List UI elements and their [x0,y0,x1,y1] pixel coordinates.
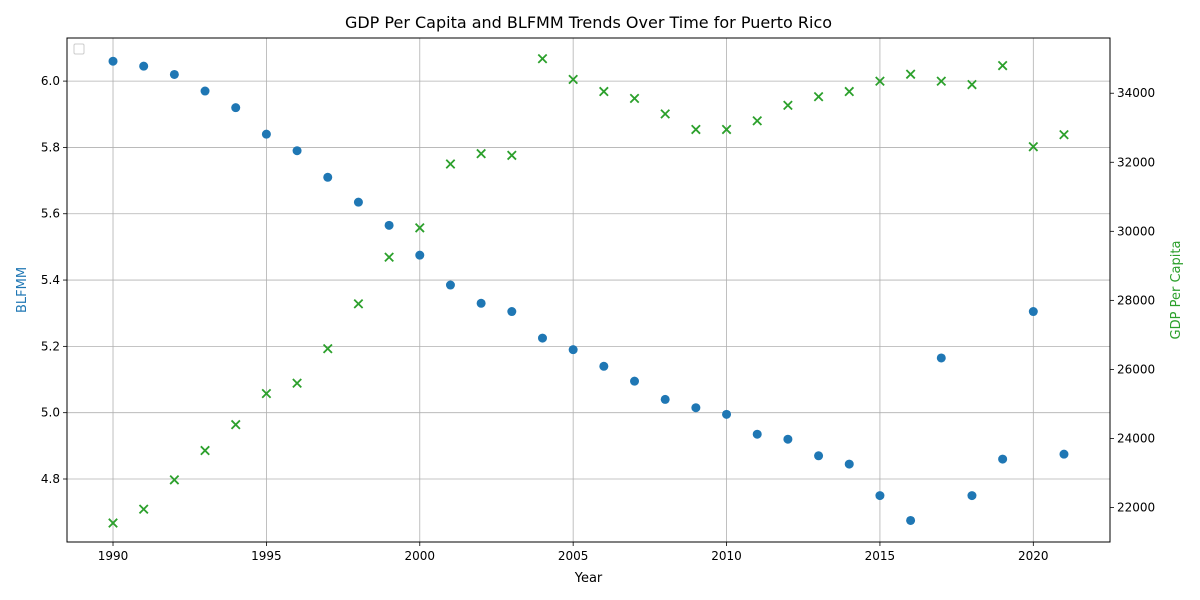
gdp-per-capita-point [384,252,394,263]
blfmm-point [752,429,762,439]
gdp-per-capita-point [752,116,763,126]
chart-title: GDP Per Capita and BLFMM Trends Over Tim… [345,13,832,32]
right-y-tick-label: 28000 [1117,293,1155,307]
gdp-per-capita-point [537,53,548,64]
gdp-per-capita-point [506,150,517,161]
gdp-per-capita-point [322,343,333,354]
gdp-per-capita-point [813,91,824,102]
left-y-tick-label: 6.0 [41,74,60,88]
blfmm-point [691,403,701,413]
left-y-tick-label: 5.0 [41,406,60,420]
gdp-per-capita-point [875,76,885,86]
gdp-per-capita-point [230,419,241,430]
right-y-axis-title: GDP Per Capita [1169,241,1184,340]
gdp-per-capita-point [783,100,793,111]
x-tick-label: 2015 [865,549,896,563]
gdp-per-capita-point [599,86,609,97]
blfmm-point [936,353,946,363]
x-tick-label: 1990 [98,549,129,563]
gdp-per-capita-point [292,378,302,389]
gdp-per-capita-point [261,388,272,399]
x-axis-title: Year [574,571,603,586]
left-y-tick-label: 5.4 [41,273,60,287]
gdp-per-capita-point [445,159,456,169]
gdp-per-capita-point [476,148,486,159]
blfmm-point [169,69,179,79]
gdp-per-capita-point [138,504,149,515]
right-y-tick-label: 22000 [1117,500,1155,514]
blfmm-point [722,409,732,419]
x-tick-label: 2010 [711,549,742,563]
left-y-tick-label: 5.6 [41,207,60,221]
right-y-tick-label: 34000 [1117,86,1155,100]
blfmm-point [537,333,547,343]
right-y-tick-label: 24000 [1117,431,1155,445]
blfmm-point [875,491,885,501]
blfmm-point [415,250,425,260]
gdp-per-capita-point [568,74,578,85]
gdp-per-capita-point [660,109,671,119]
blfmm-point [108,56,118,66]
blfmm-point [445,280,455,290]
blfmm-point [568,345,578,355]
left-y-axis-title: BLFMM [15,267,30,313]
blfmm-point [998,454,1008,464]
x-tick-label: 2000 [405,549,436,563]
left-y-tick-label: 5.8 [41,140,60,154]
blfmm-point [1059,449,1069,459]
blfmm-point [1028,307,1038,317]
blfmm-point [353,197,363,207]
blfmm-point [599,361,609,371]
blfmm-point [630,376,640,386]
blfmm-point [139,61,149,71]
gdp-per-capita-point [200,445,210,456]
blfmm-point [292,146,302,156]
data-points [108,53,1069,528]
gdp-per-capita-point [629,93,640,104]
gdp-per-capita-point [1028,141,1039,152]
right-y-tick-label: 30000 [1117,224,1155,238]
axis-ticks: 1990 1995 2000 2005 2010 2015 2020 4.8 5.0 5.2 5.4… [41,74,1155,563]
blfmm-point [844,459,854,469]
blfmm-point [323,172,333,182]
gdp-per-capita-point [997,60,1008,71]
gdp-per-capita-point [691,124,701,135]
gdp-per-capita-point [905,69,916,80]
gdp-per-capita-point [353,298,364,309]
blfmm-point [384,220,394,230]
gdp-per-capita-point [108,518,118,528]
blfmm-point [967,491,977,501]
gdp-per-capita-point [721,124,732,135]
blfmm-point [507,307,517,317]
gdp-per-capita-point [169,475,180,485]
gdp-per-capita-point [936,76,947,86]
blfmm-point [906,515,916,525]
right-y-tick-label: 26000 [1117,362,1155,376]
blfmm-point [814,451,824,461]
x-tick-label: 2020 [1018,549,1049,563]
blfmm-point [660,394,670,404]
x-tick-label: 2005 [558,549,589,563]
blfmm-point [231,103,241,113]
grid [67,38,1110,542]
gdp-per-capita-point [967,79,977,90]
legend-box [73,43,85,55]
blfmm-point [200,86,210,96]
blfmm-point [476,298,486,308]
gdp-per-capita-point [1059,129,1069,140]
blfmm-point [783,434,793,444]
right-y-tick-label: 32000 [1117,155,1155,169]
left-y-tick-label: 5.2 [41,339,60,353]
x-tick-label: 1995 [251,549,282,563]
plot-frame [66,37,1111,543]
blfmm-point [261,129,271,139]
gdp-per-capita-point [844,86,855,97]
gdp-per-capita-point [414,223,425,233]
left-y-tick-label: 4.8 [41,472,60,486]
